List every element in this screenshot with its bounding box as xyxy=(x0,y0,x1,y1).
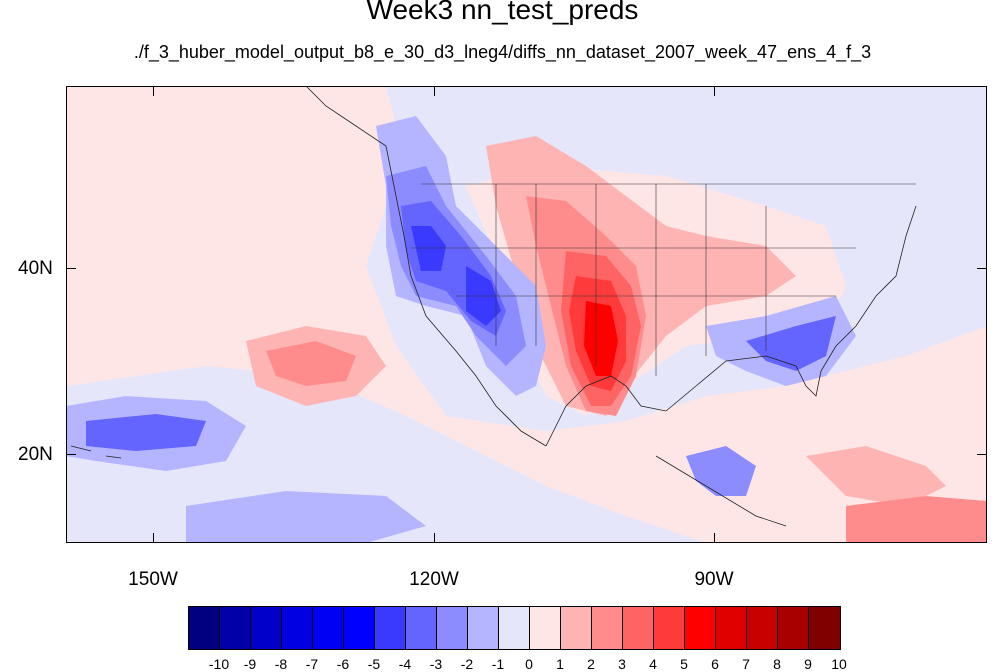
colorbar-box xyxy=(623,607,654,649)
y-tick-20n xyxy=(66,454,76,455)
colorbar-box xyxy=(778,607,809,649)
colorbar-box xyxy=(747,607,778,649)
y-label-40n: 40N xyxy=(18,258,53,279)
colorbar-box xyxy=(220,607,251,649)
map-panel xyxy=(66,86,987,543)
x-label-90w: 90W xyxy=(694,569,734,590)
north-pacific-positive-region xyxy=(66,86,987,543)
x-tick-90w-top xyxy=(714,86,715,96)
colorbar-label: -8 xyxy=(274,656,288,672)
colorbar-box xyxy=(282,607,313,649)
colorbar-box xyxy=(685,607,716,649)
colorbar-box xyxy=(468,607,499,649)
y-label-20n: 20N xyxy=(18,444,53,465)
colorbar-label: 3 xyxy=(618,656,626,672)
colorbar-label: 10 xyxy=(831,656,847,672)
colorbar-label: -4 xyxy=(398,656,412,672)
colorbar-box xyxy=(437,607,468,649)
x-tick-150w-top xyxy=(153,86,154,96)
colorbar-box xyxy=(344,607,375,649)
colorbar-label: -3 xyxy=(429,656,443,672)
x-tick-120w xyxy=(434,533,435,543)
y-tick-40n-right xyxy=(977,268,987,269)
colorbar-label: -10 xyxy=(208,656,230,672)
x-label-150w: 150W xyxy=(128,569,178,590)
subtropical-positive-2 xyxy=(266,341,356,386)
colorbar-label: -6 xyxy=(336,656,350,672)
colorbar-label: 0 xyxy=(525,656,533,672)
colorbar-label: -9 xyxy=(243,656,257,672)
colorbar-label: 5 xyxy=(680,656,688,672)
colorbar-box xyxy=(809,607,840,649)
tropical-negative-band xyxy=(186,491,426,543)
colorbar-box xyxy=(561,607,592,649)
x-tick-90w xyxy=(714,533,715,543)
colorbar xyxy=(188,606,841,650)
caribbean-positive-1 xyxy=(806,446,946,506)
colorbar-box xyxy=(313,607,344,649)
colorbar-box xyxy=(251,607,282,649)
mexico-negative xyxy=(686,446,756,496)
x-tick-120w-top xyxy=(434,86,435,96)
colorbar-box xyxy=(375,607,406,649)
hawaii-negative-2 xyxy=(86,414,206,451)
map-subtitle: ./f_3_huber_model_output_b8_e_30_d3_lneg… xyxy=(133,42,872,62)
colorbar-box xyxy=(406,607,437,649)
map-title: Week3 nn_test_preds xyxy=(366,0,639,25)
colorbar-label: 2 xyxy=(587,656,595,672)
colorbar-label: -2 xyxy=(460,656,474,672)
coastlines xyxy=(70,86,917,527)
southeast-corner-positive xyxy=(846,496,987,543)
colorbar-label: 6 xyxy=(711,656,719,672)
western-us-negative-4 xyxy=(411,226,446,271)
central-us-positive-6 xyxy=(584,301,618,376)
colorbar-box xyxy=(654,607,685,649)
colorbar-box xyxy=(499,607,530,649)
colorbar-label: -5 xyxy=(367,656,381,672)
colorbar-box xyxy=(592,607,623,649)
colorbar-label: 4 xyxy=(649,656,657,672)
colorbar-label: 1 xyxy=(556,656,564,672)
state-borders xyxy=(411,183,916,376)
anomaly-field xyxy=(66,86,987,543)
y-tick-40n xyxy=(66,268,76,269)
colorbar-label: -7 xyxy=(305,656,319,672)
colorbar-label: 8 xyxy=(773,656,781,672)
colorbar-box xyxy=(530,607,561,649)
colorbar-box xyxy=(189,607,220,649)
colorbar-label: -1 xyxy=(491,656,505,672)
colorbar-label: 7 xyxy=(742,656,750,672)
east-pacific-positive-band xyxy=(66,226,366,346)
colorbar-label: 9 xyxy=(804,656,812,672)
x-label-120w: 120W xyxy=(409,569,459,590)
y-tick-20n-right xyxy=(977,454,987,455)
x-tick-150w xyxy=(153,533,154,543)
colorbar-box xyxy=(716,607,747,649)
